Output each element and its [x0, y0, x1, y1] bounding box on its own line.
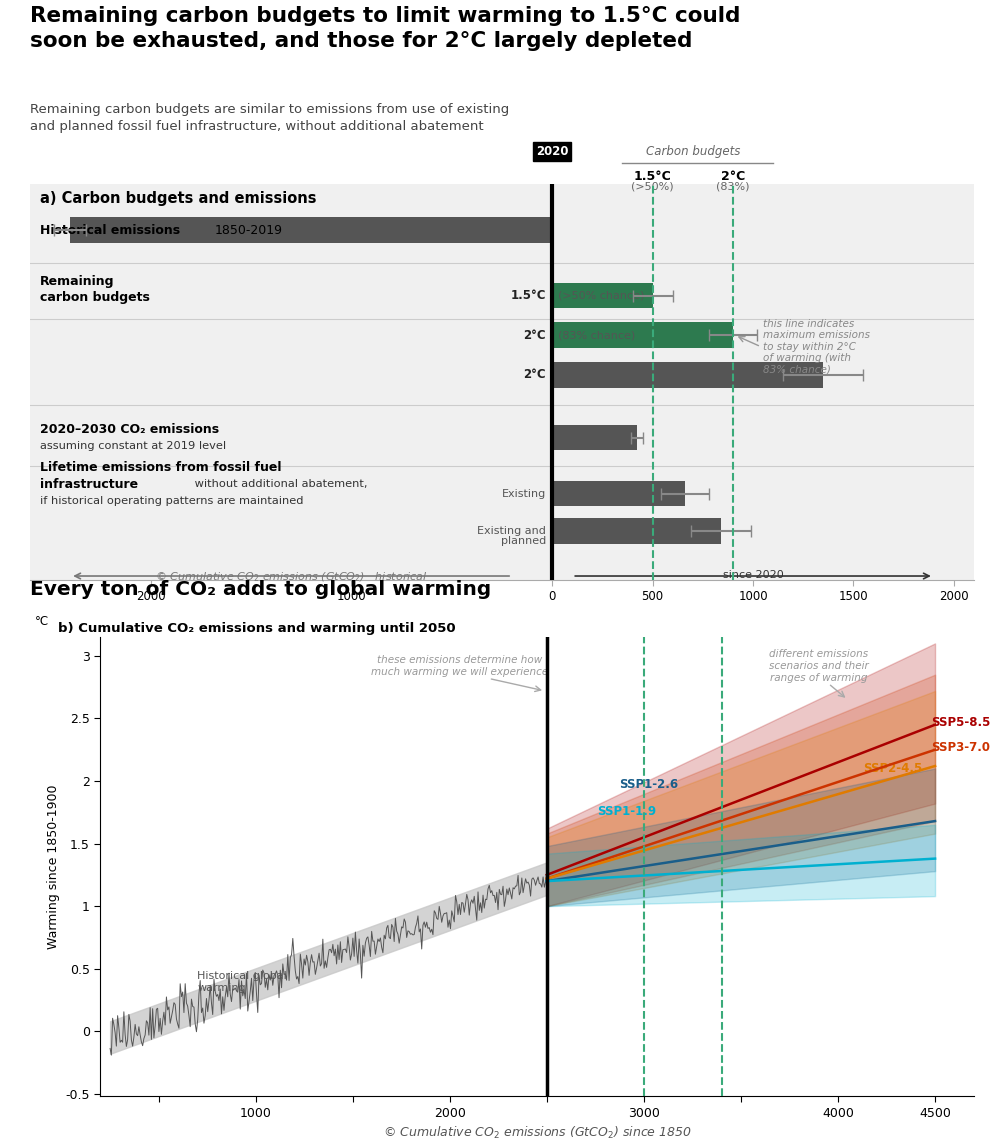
Text: (>67% chance): (>67% chance) [558, 370, 644, 380]
Bar [552, 323, 732, 348]
Text: (>50%): (>50%) [631, 181, 673, 192]
Bar [70, 217, 552, 243]
Text: 1.5°C: 1.5°C [633, 170, 671, 183]
Text: 2020: 2020 [536, 145, 568, 158]
Text: (>50% chance): (>50% chance) [558, 290, 644, 301]
Text: SSP1-2.6: SSP1-2.6 [618, 778, 677, 791]
Text: assuming constant at 2019 level: assuming constant at 2019 level [40, 441, 226, 451]
Text: Existing: Existing [502, 489, 546, 498]
Text: Every ton of CO₂ adds to global warming: Every ton of CO₂ adds to global warming [30, 580, 490, 599]
Text: SSP5-8.5: SSP5-8.5 [930, 715, 990, 729]
Text: (83% chance): (83% chance) [558, 331, 635, 340]
Text: 1.5°C: 1.5°C [511, 289, 546, 302]
Bar [552, 518, 720, 544]
Text: Carbon budgets: Carbon budgets [645, 145, 739, 158]
Text: if historical operating patterns are maintained: if historical operating patterns are mai… [40, 496, 303, 505]
Text: different emissions
scenarios and their
ranges of warming: different emissions scenarios and their … [768, 650, 868, 683]
Text: °C: °C [35, 615, 49, 628]
Text: Remaining carbon budgets to limit warming to 1.5°C could
soon be exhausted, and : Remaining carbon budgets to limit warmin… [30, 6, 740, 51]
Text: 1850-2019: 1850-2019 [215, 224, 283, 236]
Text: Historical global
warming: Historical global warming [198, 971, 287, 993]
Text: 2°C: 2°C [523, 328, 546, 342]
Text: 2°C: 2°C [720, 170, 744, 183]
Text: SSP1-1.9: SSP1-1.9 [597, 805, 656, 817]
Text: SSP2-4.5: SSP2-4.5 [863, 762, 922, 775]
Bar [552, 481, 684, 506]
Text: (83%): (83%) [715, 181, 749, 192]
Text: Remaining: Remaining [40, 276, 114, 288]
Text: carbon budgets: carbon budgets [40, 292, 149, 304]
Text: $\copyright$ Cumulative CO$_2$ emissions (GtCO$_2$)   historical: $\copyright$ Cumulative CO$_2$ emissions… [154, 571, 427, 584]
Text: without additional abatement,: without additional abatement, [191, 479, 367, 489]
Text: since 2020: since 2020 [722, 571, 782, 581]
Bar [552, 362, 822, 388]
Text: Remaining carbon budgets are similar to emissions from use of existing
and plann: Remaining carbon budgets are similar to … [30, 103, 509, 133]
Text: Lifetime emissions from fossil fuel: Lifetime emissions from fossil fuel [40, 461, 282, 474]
Text: Historical emissions: Historical emissions [40, 224, 185, 236]
Text: a) Carbon budgets and emissions: a) Carbon budgets and emissions [40, 191, 316, 205]
Text: planned: planned [500, 536, 546, 546]
Bar [552, 425, 636, 450]
X-axis label: $\copyright$ Cumulative CO$_2$ emissions (GtCO$_2$) since 1850: $\copyright$ Cumulative CO$_2$ emissions… [382, 1125, 691, 1141]
Text: this line indicates
maximum emissions
to stay within 2°C
of warming (with
83% ch: this line indicates maximum emissions to… [762, 318, 870, 375]
Text: Existing and: Existing and [476, 526, 546, 536]
Text: these emissions determine how
much warming we will experience: these emissions determine how much warmi… [370, 656, 548, 676]
Text: infrastructure: infrastructure [40, 478, 138, 490]
Text: b) Cumulative CO₂ emissions and warming until 2050: b) Cumulative CO₂ emissions and warming … [58, 622, 455, 636]
Text: SSP3-7.0: SSP3-7.0 [930, 740, 989, 754]
Text: 2°C: 2°C [523, 369, 546, 381]
Y-axis label: Warming since 1850-1900: Warming since 1850-1900 [47, 784, 60, 949]
Bar [552, 282, 652, 309]
Text: 2020–2030 CO₂ emissions: 2020–2030 CO₂ emissions [40, 422, 219, 436]
